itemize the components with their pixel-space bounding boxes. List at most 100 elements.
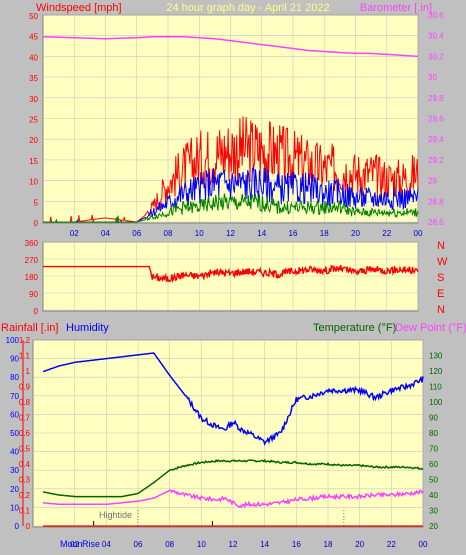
low-series xyxy=(43,193,419,223)
compass-label: W xyxy=(437,256,448,268)
temperature-tick-label: 20 xyxy=(429,522,438,531)
humidity-x-tick-label: 20 xyxy=(355,540,364,549)
humidity-x-tick-label: 16 xyxy=(292,540,301,549)
rain-tick-label: 0.6 xyxy=(19,429,31,438)
rain-tick-label: 0.7 xyxy=(19,414,31,423)
humidity-tick-label: 40 xyxy=(10,448,19,457)
temperature-series xyxy=(42,458,424,498)
direction-tick-label: 270 xyxy=(25,256,39,265)
humidity-chart: 0 10 20 30 40 50 60 70 80 90 100 0 0.1 0.2 0.3 0.4 0.5 0.… xyxy=(6,336,443,549)
wind-x-tick-label: 02 xyxy=(70,229,79,238)
humidity-tick-label: 10 xyxy=(10,503,19,512)
rain-tick-label: 0.8 xyxy=(19,398,31,407)
barometer-tick-label: 30.6 xyxy=(428,11,444,20)
wind-x-tick-label: 14 xyxy=(257,229,266,238)
wind-tick-label: 5 xyxy=(34,198,39,207)
temperature-tick-label: 60 xyxy=(429,460,438,469)
humidity-tick-label: 60 xyxy=(10,410,19,419)
temperature-tick-label: 40 xyxy=(429,491,438,500)
barometer-tick-label: 28.8 xyxy=(428,197,444,206)
temperature-tick-label: 100 xyxy=(429,398,443,407)
compass-label: N xyxy=(437,304,445,316)
humidity-panel xyxy=(32,339,424,528)
moonrise-label: Rise xyxy=(82,539,100,549)
humidity-tick-label: 80 xyxy=(10,373,19,382)
compass-label: N xyxy=(437,240,445,252)
temperature-tick-label: 70 xyxy=(429,445,438,454)
temperature-tick-label: 130 xyxy=(429,352,443,361)
wind-tick-label: 20 xyxy=(29,136,38,145)
barometer-tick-label: 30 xyxy=(428,73,437,82)
direction-tick-label: 0 xyxy=(34,307,39,316)
temperature-label: Temperature (°F) xyxy=(313,322,396,334)
wind-x-tick-label: 22 xyxy=(382,229,391,238)
humidity-x-tick-label: 22 xyxy=(387,540,396,549)
humidity-tick-label: 30 xyxy=(10,466,19,475)
temperature-tick-label: 50 xyxy=(429,476,438,485)
temperature-tick-label: 30 xyxy=(429,507,438,516)
barometer-tick-label: 30.4 xyxy=(428,32,444,41)
wind-x-tick-label: 10 xyxy=(195,229,204,238)
barometer-tick-label: 30.2 xyxy=(428,52,444,61)
gust-series xyxy=(43,116,419,224)
rain-tick-label: 0.5 xyxy=(19,445,31,454)
direction-tick-label: 90 xyxy=(29,290,38,299)
wind-x-tick-label: 00 xyxy=(414,229,423,238)
direction-tick-label: 180 xyxy=(25,273,39,282)
humidity-x-tick-label: 10 xyxy=(197,540,206,549)
wind-x-tick-label: 04 xyxy=(101,229,110,238)
temperature-tick-label: 120 xyxy=(429,367,443,376)
rain-tick-label: 1.1 xyxy=(19,352,31,361)
barometer-tick-label: 29.8 xyxy=(428,94,444,103)
wind-x-tick-label: 12 xyxy=(226,229,235,238)
wind-tick-label: 45 xyxy=(29,33,38,42)
humidity-x-tick-label: 08 xyxy=(165,540,174,549)
humidity-tick-label: 50 xyxy=(10,429,19,438)
wind-tick-label: 10 xyxy=(29,178,38,187)
moon-label: Moon xyxy=(60,539,83,549)
rain-tick-label: 0 xyxy=(26,522,31,531)
dewpoint-series xyxy=(42,489,424,509)
wind-tick-label: 25 xyxy=(29,116,38,125)
rain-tick-label: 0.2 xyxy=(19,491,31,500)
hightide-label: Hightide xyxy=(99,510,132,520)
humidity-tick-label: 100 xyxy=(6,336,20,345)
humidity-series xyxy=(42,352,424,447)
rain-tick-label: 0.3 xyxy=(19,476,31,485)
barometer-tick-label: 29.4 xyxy=(428,135,444,144)
humidity-x-tick-label: 18 xyxy=(324,540,333,549)
wind-tick-label: 15 xyxy=(29,157,38,166)
humidity-tick-label: 20 xyxy=(10,485,19,494)
wind-chart: 0 5 10 15 20 25 30 35 40 45 50 28.6 28.8 29 29.2 29.4 29… xyxy=(29,11,444,238)
barometer-label: Barometer [.in] xyxy=(360,2,432,14)
wind-x-tick-label: 18 xyxy=(320,229,329,238)
rain-tick-label: 1.2 xyxy=(19,336,31,345)
temperature-tick-label: 110 xyxy=(429,383,442,392)
humidity-x-tick-label: 02 xyxy=(70,540,79,549)
wind-tick-label: 30 xyxy=(29,95,38,104)
rain-tick-label: 0.4 xyxy=(19,460,31,469)
temperature-tick-label: 90 xyxy=(429,414,438,423)
humidity-label: Humidity xyxy=(66,322,109,334)
wind-x-tick-label: 06 xyxy=(132,229,141,238)
barometer-tick-label: 29.6 xyxy=(428,115,444,124)
rain-tick-label: 0.1 xyxy=(19,507,31,516)
barometer-series xyxy=(42,35,419,58)
humidity-x-tick-label: 14 xyxy=(260,540,269,549)
barometer-tick-label: 28.6 xyxy=(428,218,444,227)
compass-label: S xyxy=(437,272,444,284)
humidity-tick-label: 0 xyxy=(15,522,20,531)
wind-x-tick-label: 08 xyxy=(164,229,173,238)
humidity-tick-label: 70 xyxy=(10,392,19,401)
humidity-x-tick-label: 06 xyxy=(134,540,143,549)
wind-x-tick-label: 20 xyxy=(351,229,360,238)
humidity-x-tick-label: 04 xyxy=(102,540,111,549)
graph-title: 24 hour graph day - April 21 2022 xyxy=(166,2,329,14)
barometer-tick-label: 29 xyxy=(428,177,437,186)
direction-tick-label: 360 xyxy=(25,239,39,248)
dewpoint-label: Dew Point (°F) xyxy=(395,322,466,334)
wind-tick-label: 35 xyxy=(29,74,38,83)
wind-x-tick-label: 16 xyxy=(289,229,298,238)
